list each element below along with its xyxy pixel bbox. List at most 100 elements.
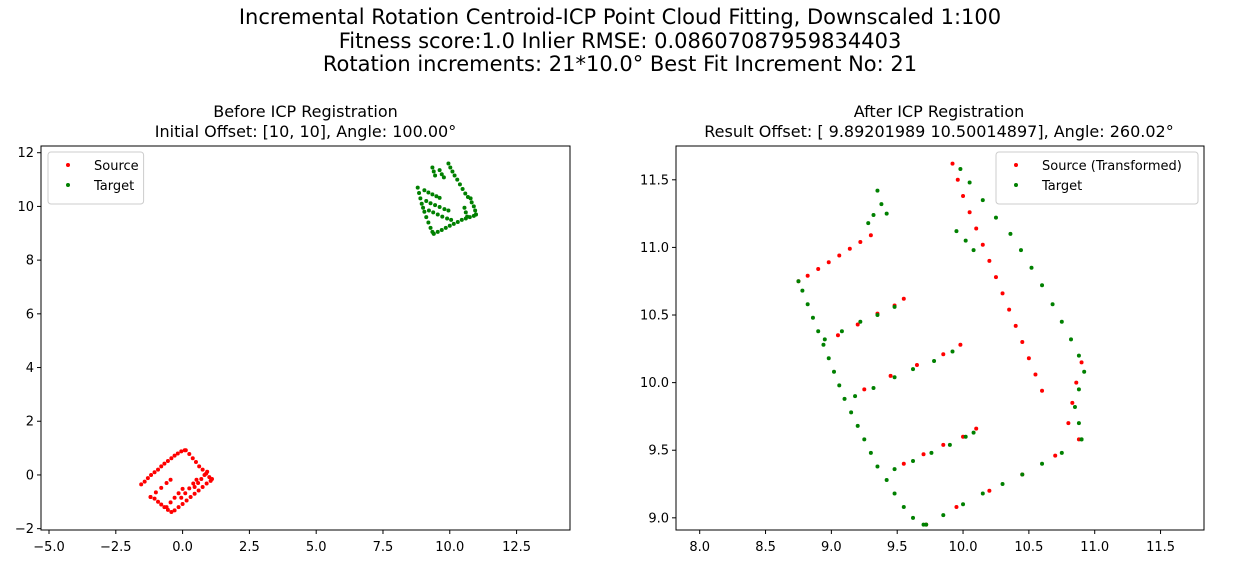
legend-marker [1014, 163, 1018, 167]
data-point [954, 505, 959, 510]
x-tick-label: 8.0 [689, 540, 710, 555]
x-tick-label: 12.5 [502, 540, 531, 555]
data-point [884, 477, 889, 482]
y-tick-label: 6 [26, 307, 34, 322]
data-point [428, 225, 433, 230]
suptitle-line-3: Rotation increments: 21*10.0° Best Fit I… [322, 52, 918, 76]
data-point [901, 461, 906, 466]
data-point [196, 488, 201, 493]
data-point [446, 161, 451, 166]
data-point [892, 467, 897, 472]
data-point [987, 488, 992, 493]
data-point [428, 201, 433, 206]
data-point [455, 177, 460, 182]
data-point [837, 253, 842, 258]
data-point [439, 172, 444, 177]
x-tick-label: −2.5 [100, 540, 132, 555]
data-point [901, 296, 906, 301]
data-point [1018, 248, 1023, 253]
data-point [911, 515, 916, 520]
data-point [205, 469, 210, 474]
data-point [826, 356, 831, 361]
data-point [967, 180, 972, 185]
data-point [1059, 450, 1064, 455]
data-point [1000, 291, 1005, 296]
data-point [152, 496, 157, 501]
data-point [449, 217, 454, 222]
data-point [180, 501, 185, 506]
legend-0: Source Target [47, 151, 145, 205]
data-point [892, 491, 897, 496]
data-point [987, 258, 992, 263]
data-point [1000, 482, 1005, 487]
data-point [1026, 356, 1031, 361]
data-point [164, 481, 169, 486]
data-point [1079, 437, 1084, 442]
y-tick-label: 10.0 [640, 376, 669, 391]
data-point [858, 240, 863, 244]
series-0-1 [415, 161, 478, 236]
data-point [431, 210, 436, 215]
data-point [179, 495, 184, 500]
x-tick-label: 7.5 [373, 540, 394, 555]
y-tick-label: 8 [26, 254, 34, 269]
data-point [961, 194, 966, 199]
data-point [445, 216, 450, 221]
y-tick-label: 12 [17, 146, 34, 161]
data-point [1076, 421, 1081, 426]
data-point [958, 166, 963, 171]
data-point [868, 233, 873, 238]
suptitle-line-2: Fitness score:1.0 Inlier RMSE: 0.0860708… [338, 29, 902, 53]
data-point [1059, 319, 1064, 324]
data-point [796, 279, 801, 284]
axes-frame-0 [40, 145, 571, 531]
data-point [184, 498, 189, 503]
data-point [190, 456, 195, 461]
data-point [822, 337, 827, 342]
data-point [950, 349, 955, 354]
data-point [1074, 380, 1079, 385]
axes-frame-1 [675, 145, 1205, 531]
data-point [460, 186, 465, 191]
data-point [183, 448, 188, 453]
data-point [435, 212, 440, 217]
data-point [426, 220, 431, 225]
data-point [1076, 353, 1081, 358]
data-point [963, 238, 968, 243]
data-point [191, 481, 196, 486]
data-point [465, 195, 470, 200]
data-point [473, 208, 478, 213]
after-panel-subtitle: Result Offset: [ 9.89201989 10.50014897]… [704, 122, 1173, 141]
x-tick-label: 11.0 [1080, 540, 1109, 555]
data-point [954, 229, 959, 234]
x-tick-label: 9.0 [821, 540, 842, 555]
data-point [433, 173, 438, 178]
data-point [462, 205, 467, 210]
data-point [176, 491, 181, 496]
data-point [192, 491, 197, 496]
data-point [963, 434, 968, 439]
data-point [1029, 265, 1034, 270]
data-point [156, 499, 161, 504]
data-point [1020, 340, 1025, 345]
after-panel-title: After ICP Registration [854, 102, 1025, 121]
series-1-1 [796, 166, 1087, 527]
data-point [993, 275, 998, 280]
y-tick-label: 11.5 [640, 173, 669, 188]
data-point [172, 453, 177, 458]
before-panel-title: Before ICP Registration [213, 102, 398, 121]
data-point [443, 225, 448, 230]
legend-marker [66, 163, 70, 167]
data-point [871, 212, 876, 217]
data-point [430, 192, 435, 197]
y-tick-label: 0 [26, 468, 34, 483]
legend-1: Source (Transformed) Target [995, 151, 1199, 205]
data-point [980, 198, 985, 203]
data-point [437, 168, 442, 173]
x-tick-label: 0.0 [172, 540, 193, 555]
data-point [142, 479, 147, 484]
data-point [439, 228, 444, 233]
data-point [197, 464, 202, 469]
x-tick-label: 9.5 [887, 540, 908, 555]
data-point [473, 212, 478, 217]
